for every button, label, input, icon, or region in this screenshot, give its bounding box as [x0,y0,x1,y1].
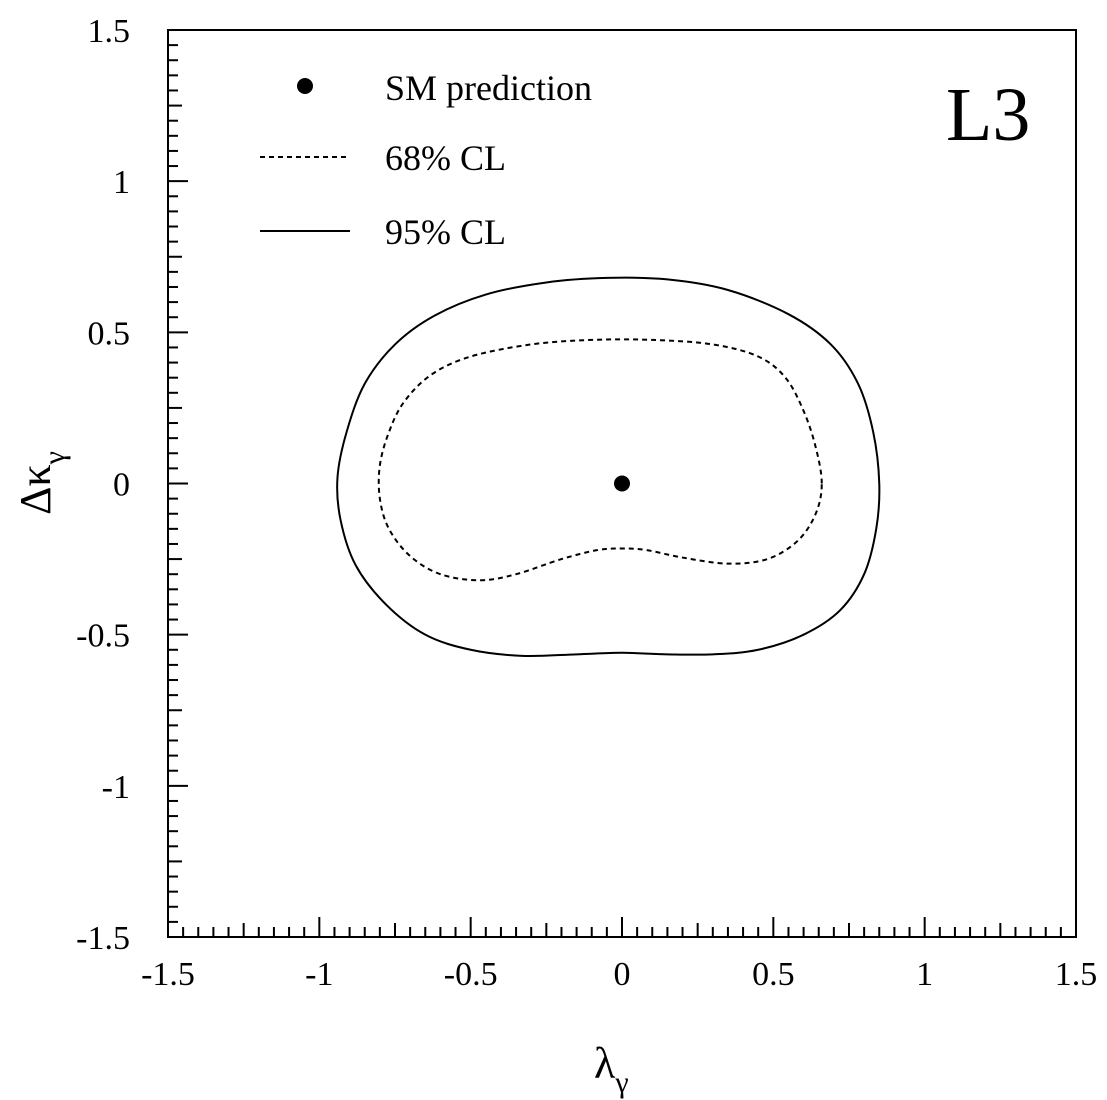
x-tick-label: 1 [916,956,933,993]
sm-prediction-point [614,475,630,492]
legend-95-label: 95% CL [385,212,506,252]
x-tick-label: 0.5 [752,956,795,993]
legend-sm-label: SM prediction [385,68,592,108]
y-tick-label: 1 [113,164,130,201]
x-axis-title: λγ [594,1039,629,1099]
y-axis-title: Δκγ [11,451,71,515]
legend-sm-marker [297,78,313,94]
x-tick-label: 1.5 [1055,956,1098,993]
x-tick-label: -0.5 [444,956,498,993]
experiment-label: L3 [946,73,1030,157]
x-axis-subscript: γ [614,1066,628,1099]
contours [336,276,881,658]
y-axis-subscript: γ [38,451,71,465]
contour-68cl [377,338,823,582]
y-tick-label: 1.5 [88,13,131,50]
x-tick-label: -1 [305,956,333,993]
y-tick-label: -0.5 [76,618,130,655]
axis-ticks [167,29,1077,938]
y-tick-label: -1 [102,769,130,806]
x-tick-label: -1.5 [141,956,195,993]
legend: SM prediction 68% CL 95% CL [260,68,592,252]
y-tick-label: 0 [113,467,130,504]
x-tick-label: 0 [614,956,631,993]
legend-68-label: 68% CL [385,138,506,178]
y-tick-label: 0.5 [88,315,131,352]
y-tick-label: -1.5 [76,920,130,957]
x-axis-symbol: λ [594,1039,616,1088]
contour-95cl [336,276,881,658]
tick-labels: -1.5 -1 -0.5 0 0.5 1 1.5 -1.5 -1 -0.5 0 0.5 1 1.5 [76,13,1097,993]
y-axis-symbol: Δκ [11,464,60,514]
